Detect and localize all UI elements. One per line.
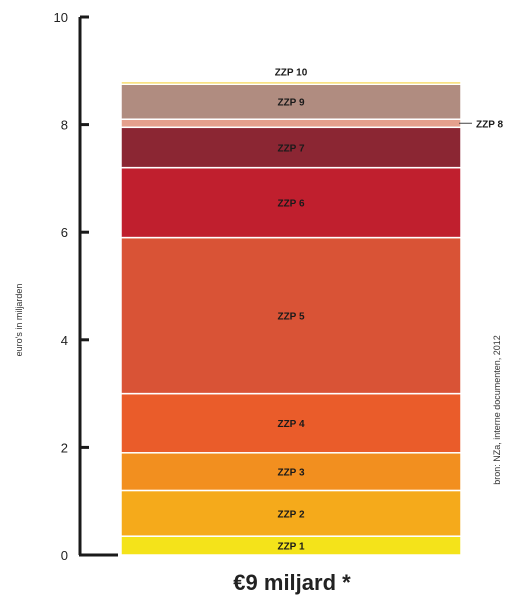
total-label: €9 miljard * <box>233 570 351 595</box>
bar-segment <box>120 83 462 120</box>
bar-segment <box>120 236 462 395</box>
y-axis-title: euro's in miljarden <box>14 284 24 357</box>
bar-segment <box>120 166 462 239</box>
bar-segment <box>120 80 462 85</box>
bar-segment <box>120 118 462 129</box>
source-note: bron: NZa, interne documenten, 2012 <box>492 335 502 485</box>
segment-label: ZZP 8 <box>476 119 503 130</box>
segment-label: ZZP 10 <box>275 68 308 79</box>
bar-segment <box>120 452 462 492</box>
segment-label: ZZP 4 <box>277 419 304 430</box>
segment-label: ZZP 3 <box>277 468 304 479</box>
segment-label: ZZP 6 <box>277 199 304 210</box>
segment-label: ZZP 5 <box>277 312 304 323</box>
segment-label: ZZP 2 <box>277 509 304 520</box>
segment-label: ZZP 9 <box>277 98 304 109</box>
y-tick-label: 2 <box>61 440 68 455</box>
bar-segment <box>120 489 462 537</box>
y-tick-label: 6 <box>61 225 68 240</box>
y-tick-label: 10 <box>54 10 68 25</box>
segment-label: ZZP 7 <box>277 143 304 154</box>
segment-labels: ZZP 1 ZZP 2 ZZP 3 ZZP 4 ZZP 5 ZZP 6 ZZP 7 ZZP 8… <box>275 68 504 553</box>
segment-label: ZZP 1 <box>277 542 304 553</box>
bar-segments <box>120 80 462 556</box>
y-axis: 0 2 4 6 8 10 <box>54 10 118 563</box>
y-tick-label: 0 <box>61 548 68 563</box>
y-tick-label: 4 <box>61 333 68 348</box>
bar-segment <box>120 392 462 454</box>
y-tick-label: 8 <box>61 118 68 133</box>
